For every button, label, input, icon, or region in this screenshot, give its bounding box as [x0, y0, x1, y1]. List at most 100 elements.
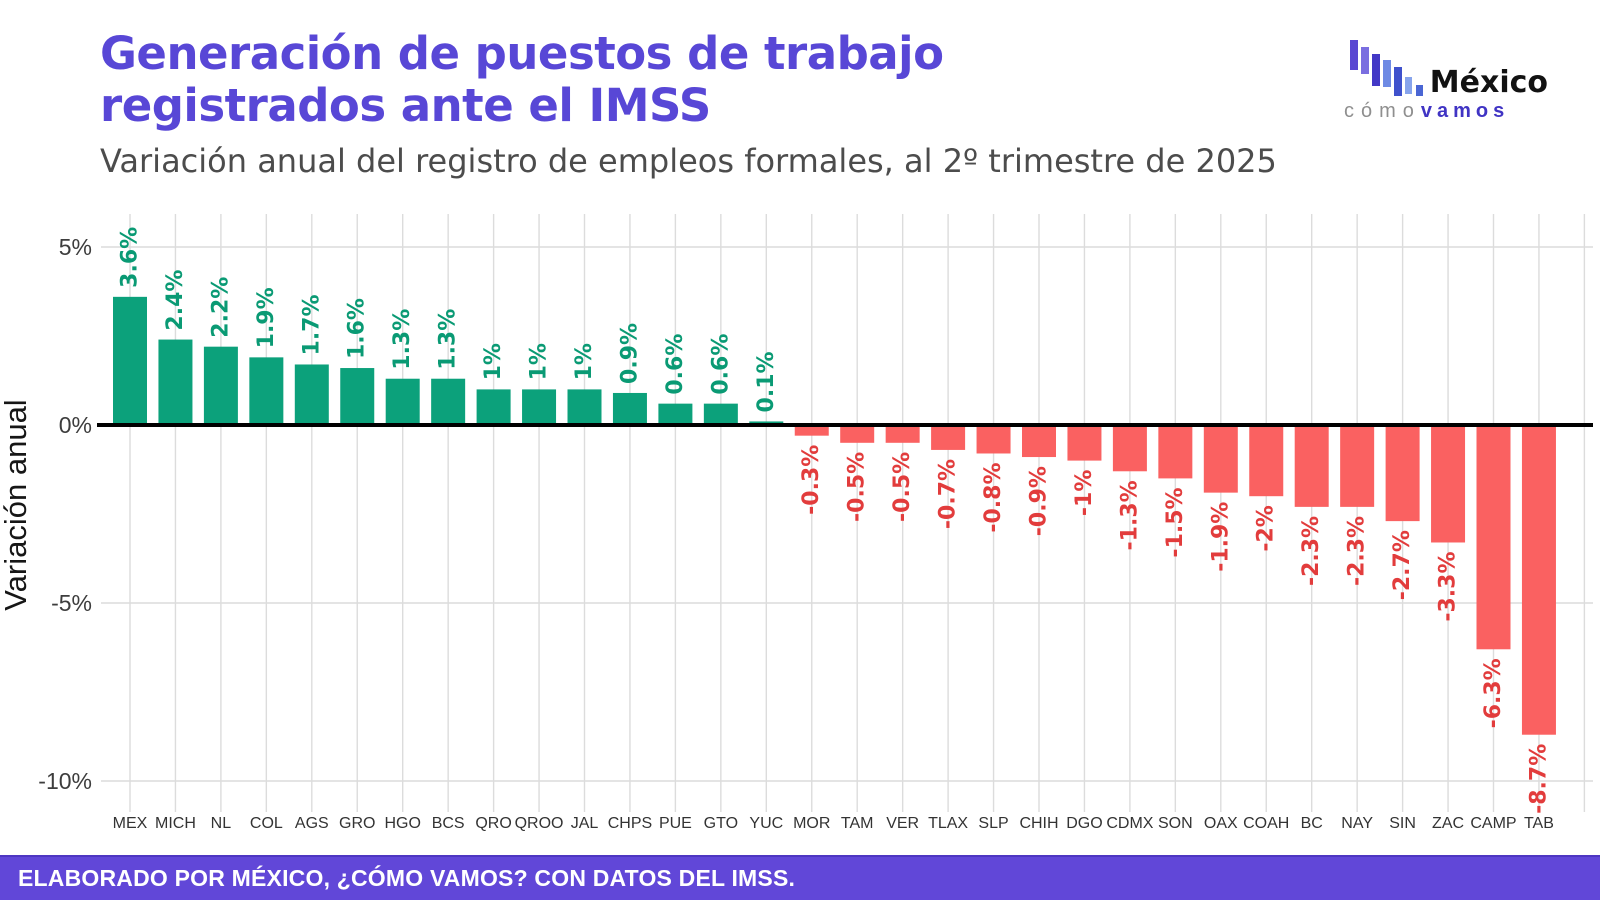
bar-value-label: -8.7% [1526, 744, 1551, 814]
bar-value-label: -1% [1072, 470, 1097, 516]
bar-value-label: 1% [572, 343, 597, 380]
bar-JAL [567, 389, 602, 425]
bar-value-label: 1% [527, 343, 552, 380]
bar-SIN [1385, 425, 1420, 522]
bar-ZAC [1431, 425, 1466, 543]
brand-logo-top: México [1338, 40, 1548, 98]
bar-value-label: -0.5% [845, 452, 870, 522]
header: Generación de puestos de trabajo registr… [100, 28, 1300, 180]
brand-tagline-vamos: vamos [1420, 100, 1510, 122]
bar-value-label: -0.9% [1027, 466, 1052, 536]
bar-QROO [522, 389, 557, 425]
x-tick-label: SLP [978, 815, 1008, 832]
x-tick-label: GTO [704, 815, 738, 832]
bar-AGS [294, 364, 329, 425]
x-tick-label: MEX [113, 815, 148, 832]
x-tick-label: ZAC [1432, 815, 1464, 832]
footer-credit-text: ELABORADO POR MÉXICO, ¿CÓMO VAMOS? CON D… [18, 865, 796, 891]
bar-value-label: 0.1% [754, 351, 779, 412]
x-tick-label: MICH [155, 815, 196, 832]
bar-value-label: -0.7% [936, 459, 961, 529]
bar-value-label: 2.2% [208, 277, 233, 338]
bar-value-label: 1.3% [436, 309, 461, 370]
bar-value-label: -0.3% [799, 445, 824, 515]
x-tick-label: TLAX [928, 815, 968, 832]
x-tick-label: SON [1158, 815, 1193, 832]
footer-bar: ELABORADO POR MÉXICO, ¿CÓMO VAMOS? CON D… [0, 855, 1600, 900]
x-tick-label: BC [1301, 815, 1323, 832]
bar-BCS [431, 378, 466, 425]
bar-value-label: 0.9% [617, 323, 642, 384]
bar-value-label: -2.3% [1299, 516, 1324, 586]
x-tick-label: OAX [1204, 815, 1238, 832]
bar-VER [885, 425, 920, 443]
y-tick-label: -10% [38, 768, 92, 794]
x-tick-label: YUC [749, 815, 783, 832]
bar-COAH [1249, 425, 1284, 497]
bar-GRO [340, 368, 375, 425]
x-tick-label: QROO [515, 815, 564, 832]
brand-tagline-como: cómo [1344, 100, 1421, 122]
bar-value-label: 2.4% [163, 270, 188, 331]
x-tick-label: COL [250, 815, 283, 832]
brand-tagline: cómo vamos [1338, 101, 1548, 121]
bar-NAY [1340, 425, 1375, 507]
bar-CDMX [1112, 425, 1147, 472]
bar-value-label: -1.3% [1117, 480, 1142, 550]
bar-SLP [976, 425, 1011, 454]
x-tick-label: PUE [659, 815, 692, 832]
x-tick-label: BCS [432, 815, 465, 832]
bar-value-label: 1% [481, 343, 506, 380]
bar-TAM [840, 425, 875, 443]
y-axis-title: Variación anual [0, 399, 33, 610]
x-tick-label: CDMX [1106, 815, 1153, 832]
bar-value-label: 3.6% [118, 227, 143, 288]
y-tick-label: 0% [59, 412, 92, 438]
y-tick-label: 5% [59, 234, 92, 260]
x-tick-label: HGO [384, 815, 420, 832]
x-tick-label: COAH [1243, 815, 1289, 832]
bar-HGO [385, 378, 420, 425]
x-tick-label: DGO [1066, 815, 1102, 832]
descending-bars-icon [1349, 40, 1423, 96]
x-tick-label: JAL [571, 815, 599, 832]
bar-value-label: 1.9% [254, 287, 279, 348]
x-tick-label: VER [886, 815, 919, 832]
bar-GTO [703, 403, 738, 425]
bar-value-label: 0.6% [663, 334, 688, 395]
bar-value-label: -2% [1254, 505, 1279, 551]
bar-value-label: -1.9% [1208, 502, 1233, 572]
x-tick-label: CHIH [1019, 815, 1058, 832]
x-tick-label: GRO [339, 815, 375, 832]
bar-OAX [1203, 425, 1238, 493]
page-title: Generación de puestos de trabajo registr… [100, 27, 944, 132]
bar-value-label: 1.6% [345, 298, 370, 359]
bar-TAB [1521, 425, 1556, 735]
bar-CHIH [1022, 425, 1056, 458]
bar-PUE [658, 403, 693, 425]
bar-value-label: -6.3% [1481, 658, 1506, 728]
brand-logo: México cómo vamos [1338, 40, 1548, 121]
bar-DGO [1067, 425, 1102, 461]
x-tick-label: QRO [475, 815, 511, 832]
bar-MOR [794, 425, 829, 436]
page-subtitle: Variación anual del registro de empleos … [100, 141, 1277, 180]
x-tick-label: SIN [1389, 815, 1416, 832]
x-tick-label: TAM [841, 815, 874, 832]
bar-value-label: -2.3% [1345, 516, 1370, 586]
bar-MICH [158, 339, 193, 425]
bar-NL [203, 346, 238, 425]
x-tick-label: CAMP [1470, 815, 1516, 832]
x-tick-label: MOR [793, 815, 830, 832]
bar-value-label: -1.5% [1163, 487, 1188, 557]
bar-value-label: 1.3% [390, 309, 415, 370]
bar-MEX [113, 296, 147, 425]
brand-name: México [1429, 65, 1548, 100]
bar-SON [1158, 425, 1193, 479]
bar-QRO [476, 389, 511, 425]
bar-TLAX [931, 425, 966, 450]
bar-value-label: 1.7% [299, 294, 324, 355]
bar-BC [1294, 425, 1329, 507]
x-tick-label: NAY [1341, 815, 1373, 832]
